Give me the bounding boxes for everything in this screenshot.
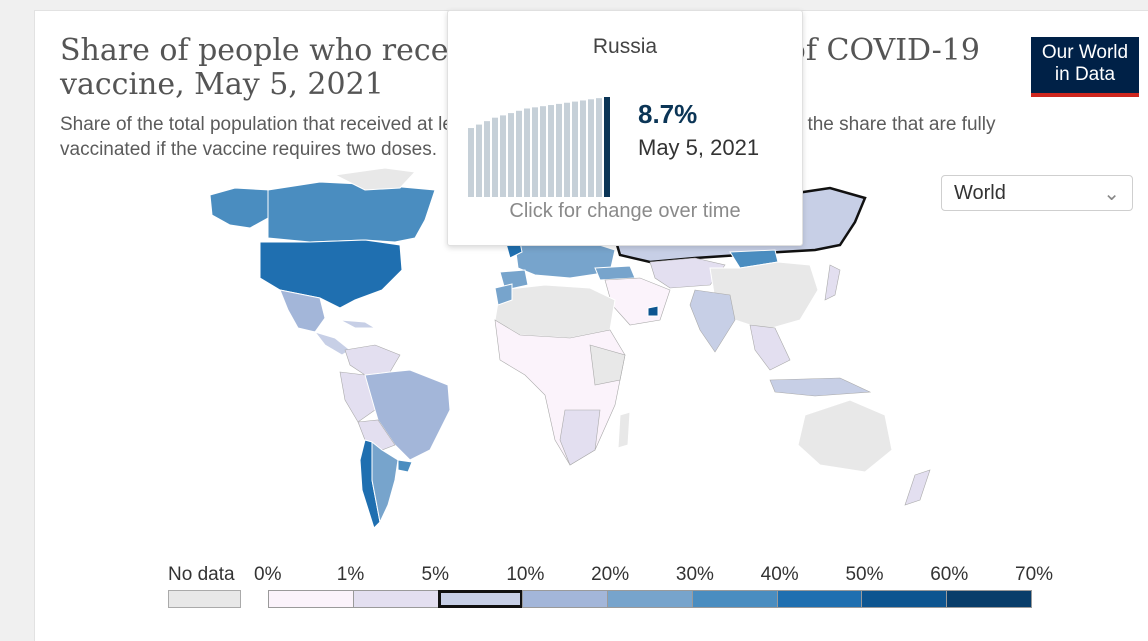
sparkline-bar — [556, 103, 562, 197]
country-north-africa[interactable] — [494, 284, 616, 339]
legend-tick-label: 20% — [591, 564, 630, 585]
tooltip-sparkline — [468, 97, 610, 197]
country-new-zealand[interactable] — [904, 469, 931, 506]
sparkline-bar — [524, 108, 530, 197]
legend-bin[interactable] — [776, 590, 863, 608]
legend-bin[interactable] — [861, 590, 948, 608]
sparkline-bar — [548, 105, 554, 197]
country-morocco[interactable] — [494, 283, 513, 306]
logo-line-2: in Data — [1054, 64, 1116, 85]
legend-tick-label: 5% — [421, 564, 450, 585]
sparkline-bar — [572, 101, 578, 197]
legend-tick-label: 0% — [254, 564, 282, 585]
legend-tick-label: 60% — [930, 564, 969, 585]
country-kazakhstan[interactable] — [649, 257, 726, 289]
legend-bin[interactable] — [352, 590, 439, 608]
country-brazil[interactable] — [364, 369, 451, 461]
country-peru[interactable] — [339, 371, 376, 423]
sparkline-bar — [540, 106, 546, 197]
country-colombia-venezuela[interactable] — [344, 344, 401, 376]
country-australia[interactable] — [797, 399, 893, 473]
sparkline-bar — [532, 107, 538, 197]
sparkline-bar — [492, 117, 498, 197]
sparkline-bar — [484, 121, 490, 197]
legend-tick-label: 40% — [760, 564, 799, 585]
legend-tick-label: 1% — [336, 564, 365, 585]
country-southeast-asia[interactable] — [749, 324, 791, 371]
country-canada[interactable] — [267, 181, 436, 243]
country-uae[interactable] — [647, 305, 659, 317]
country-turkey[interactable] — [594, 265, 636, 281]
sparkline-bar — [468, 128, 474, 197]
chevron-down-icon: ⌄ — [1103, 183, 1120, 205]
sparkline-bar — [516, 110, 522, 197]
legend-tick-label: 10% — [506, 564, 545, 585]
region-select-value: World — [954, 182, 1006, 204]
country-sub-saharan-africa[interactable] — [494, 319, 626, 466]
legend-tick-label: 70% — [1015, 564, 1054, 585]
sparkline-bar — [508, 113, 514, 197]
country-argentina[interactable] — [371, 440, 399, 524]
sparkline-bar — [500, 115, 506, 197]
sparkline-bar — [596, 98, 602, 197]
legend-bin[interactable] — [607, 590, 693, 608]
region-select[interactable]: World ⌄ — [941, 175, 1133, 211]
country-greenland[interactable] — [333, 167, 417, 191]
country-southern-africa[interactable] — [559, 409, 601, 466]
legend-tick-label: 30% — [675, 564, 714, 585]
legend-tick-label: 50% — [845, 564, 884, 585]
sparkline-bar — [476, 124, 482, 197]
sparkline-bar — [588, 99, 594, 197]
legend-nodata-swatch[interactable] — [168, 590, 241, 608]
legend-bin[interactable] — [268, 590, 354, 608]
tooltip-date: May 5, 2021 — [638, 135, 760, 160]
country-madagascar[interactable] — [617, 411, 631, 449]
country-alaska[interactable] — [209, 187, 271, 229]
color-legend: No data 0% 1% 5% 10% 20% 30% 40% 50% 60% 70% — [0, 560, 1148, 620]
logo-line-1: Our World — [1041, 42, 1129, 63]
country-tooltip[interactable]: Russia 8.7% May 5, 2021 Click for change… — [447, 10, 803, 246]
country-japan[interactable] — [824, 264, 841, 301]
sparkline-bar — [604, 97, 610, 197]
sparkline-bar — [564, 102, 570, 197]
country-central-america[interactable] — [313, 331, 351, 356]
legend-bin[interactable] — [522, 590, 609, 608]
tooltip-hint[interactable]: Click for change over time — [509, 200, 741, 222]
legend-bin[interactable] — [946, 590, 1032, 608]
country-caribbean[interactable] — [339, 319, 377, 329]
country-uruguay[interactable] — [397, 459, 413, 473]
country-indonesia[interactable] — [769, 377, 872, 397]
legend-nodata-label: No data — [168, 564, 235, 585]
country-india[interactable] — [689, 289, 736, 353]
country-usa[interactable] — [259, 239, 403, 309]
legend-bin[interactable] — [437, 590, 524, 608]
tooltip-country: Russia — [592, 35, 658, 58]
owid-logo[interactable]: Our World in Data — [1031, 37, 1139, 97]
country-east-africa[interactable] — [589, 344, 626, 386]
sparkline-bar — [580, 100, 586, 197]
legend-bin[interactable] — [691, 590, 778, 608]
country-bolivia[interactable] — [357, 419, 396, 451]
tooltip-value: 8.7% — [638, 99, 698, 129]
